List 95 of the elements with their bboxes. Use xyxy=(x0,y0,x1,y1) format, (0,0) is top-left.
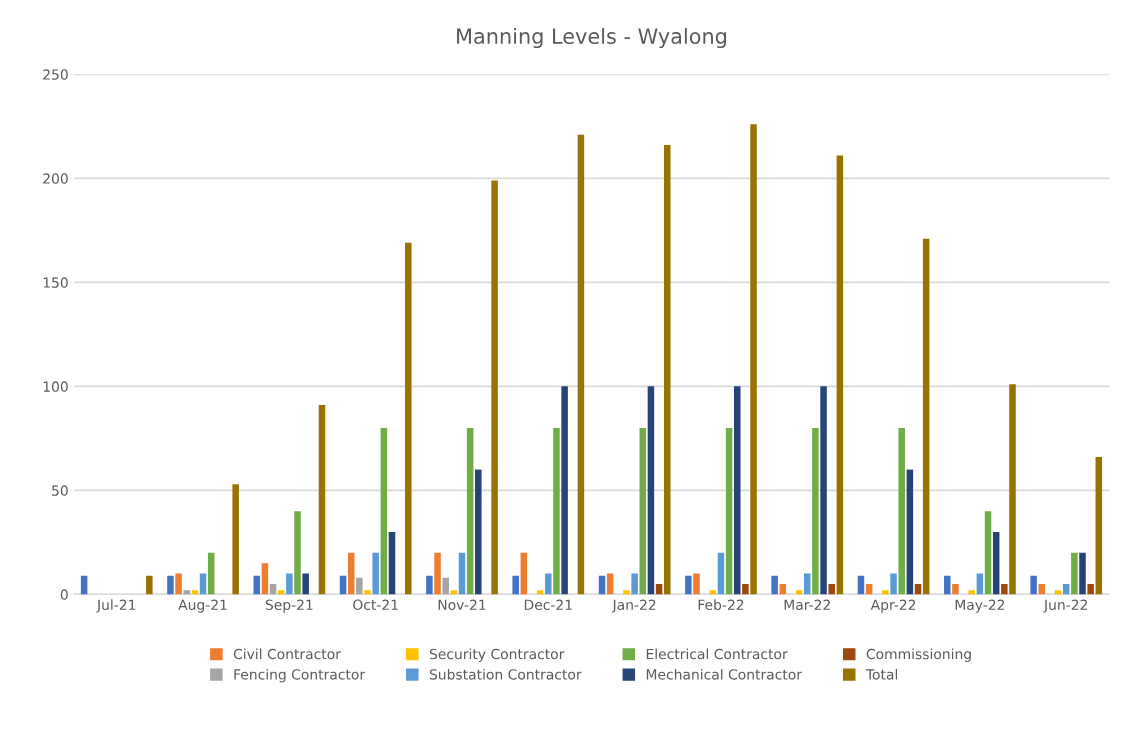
bar xyxy=(725,427,733,595)
bar xyxy=(207,552,215,595)
bar xyxy=(771,575,778,595)
bar xyxy=(466,427,474,595)
bar xyxy=(1071,552,1078,595)
bar xyxy=(992,531,1000,595)
bar xyxy=(1030,575,1037,595)
bar xyxy=(356,577,363,595)
bar xyxy=(984,511,992,595)
bar xyxy=(820,386,827,595)
bar xyxy=(952,584,959,595)
x-tick-label: Jul-21 xyxy=(96,599,136,613)
bar xyxy=(944,575,951,595)
legend-label: Civil Contractor xyxy=(233,648,341,660)
bar xyxy=(561,386,568,595)
legend-label: Mechanical Contractor xyxy=(646,668,802,680)
bar xyxy=(475,469,482,595)
x-tick-label: Oct-21 xyxy=(353,599,398,611)
bar xyxy=(639,427,647,595)
bar xyxy=(175,573,182,595)
y-tick-label: 200 xyxy=(43,173,68,184)
x-tick-label: Jan-22 xyxy=(611,599,656,613)
y-tick-label: 100 xyxy=(43,381,68,392)
x-tick-label: Mar-22 xyxy=(784,599,830,611)
bar xyxy=(253,575,261,595)
bar xyxy=(146,575,153,595)
y-tick-label: 150 xyxy=(43,277,68,288)
bar xyxy=(458,552,466,595)
legend-label: Fencing Contractor xyxy=(234,668,366,683)
legend-label: Substation Contractor xyxy=(429,668,582,680)
bar xyxy=(882,590,889,595)
bar xyxy=(405,242,412,595)
bar xyxy=(577,134,585,595)
bar xyxy=(302,573,309,595)
bar xyxy=(968,590,975,595)
bar xyxy=(750,124,757,595)
bar xyxy=(491,180,498,595)
bar xyxy=(1038,584,1046,595)
bar xyxy=(380,427,388,595)
bar xyxy=(364,590,371,595)
bar xyxy=(232,484,239,595)
legend-label: Total xyxy=(865,668,898,680)
bar xyxy=(520,552,528,595)
x-tick-label: Nov-21 xyxy=(438,599,486,611)
bar xyxy=(647,386,655,595)
chart-title: Manning Levels - Wyalong xyxy=(457,27,727,49)
bar xyxy=(286,573,293,595)
bar xyxy=(623,590,630,595)
x-tick-label: Aug-21 xyxy=(178,599,227,613)
bar xyxy=(631,573,638,595)
y-tick-label: 250 xyxy=(43,69,68,80)
bar xyxy=(545,573,552,595)
bar xyxy=(512,575,519,595)
x-tick-label: Sep-21 xyxy=(265,599,313,613)
bar xyxy=(553,427,560,595)
x-tick-label: Feb-22 xyxy=(698,599,744,611)
bar xyxy=(828,584,835,595)
legend-label: Electrical Contractor xyxy=(646,648,788,660)
bar xyxy=(442,577,449,595)
bar xyxy=(742,584,749,595)
bar xyxy=(906,469,914,595)
bar xyxy=(318,405,326,595)
bar xyxy=(426,575,433,595)
bar xyxy=(261,563,269,595)
x-tick-label: Apr-22 xyxy=(870,599,916,613)
bar xyxy=(898,427,905,595)
bar xyxy=(812,427,819,595)
bar xyxy=(663,145,671,595)
bar xyxy=(1087,584,1094,595)
legend-label: Commissioning xyxy=(866,648,971,662)
y-tick-label: 50 xyxy=(52,485,68,496)
bar xyxy=(434,552,441,595)
bar xyxy=(388,531,396,595)
bar xyxy=(347,552,355,595)
bar xyxy=(167,575,174,595)
bar xyxy=(804,573,811,595)
bar xyxy=(717,552,725,595)
x-tick-label: Jun-22 xyxy=(1043,599,1087,613)
bar xyxy=(1009,384,1016,595)
bar xyxy=(372,552,379,595)
bar xyxy=(685,575,692,595)
x-tick-label: Dec-21 xyxy=(524,599,572,611)
bar xyxy=(836,155,844,595)
bar xyxy=(1095,457,1103,595)
bar xyxy=(693,573,700,595)
x-tick-label: May-22 xyxy=(955,599,1005,613)
bar xyxy=(890,573,897,595)
bar xyxy=(1079,552,1086,595)
bar xyxy=(294,511,301,595)
bar xyxy=(183,590,191,595)
legend-label: Security Contractor xyxy=(429,648,565,662)
bar xyxy=(1001,584,1008,595)
bar xyxy=(733,386,741,595)
bar xyxy=(922,238,930,595)
y-tick-label: 0 xyxy=(60,589,68,600)
